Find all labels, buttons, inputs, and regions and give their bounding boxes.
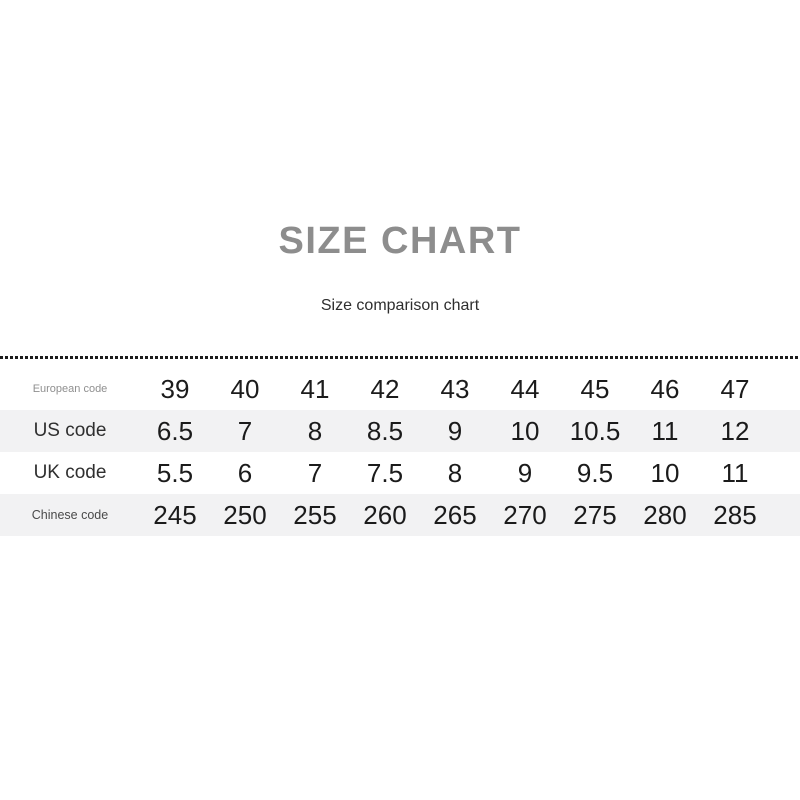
size-value-cell: 7.5 xyxy=(366,457,404,488)
row-label-chinese-code: Chinese code xyxy=(31,508,109,522)
size-value-cell: 265 xyxy=(433,499,477,530)
row-label-uk-code: UK code xyxy=(33,462,107,483)
size-row-uk: UK code 5.5 6 7 7.5 8 9 9.5 10 11 xyxy=(0,452,800,494)
size-value-cell: 260 xyxy=(363,499,407,530)
size-value-cell: 12 xyxy=(720,415,750,446)
page-subtitle: Size comparison chart xyxy=(320,297,480,314)
size-value-cell: 42 xyxy=(370,373,400,404)
row-label-us-code: US code xyxy=(33,420,107,441)
size-value-cell: 39 xyxy=(160,373,190,404)
size-value-cell: 10.5 xyxy=(569,415,621,446)
size-value-cell: 10 xyxy=(650,457,680,488)
size-value-cell: 250 xyxy=(223,499,267,530)
size-row-us: US code 6.5 7 8 8.5 9 10 10.5 11 12 xyxy=(0,410,800,452)
size-value-cell: 46 xyxy=(650,373,680,404)
size-value-cell: 44 xyxy=(510,373,540,404)
size-value-cell: 10 xyxy=(510,415,540,446)
page-title: SIZE CHART xyxy=(278,220,522,262)
size-value-cell: 47 xyxy=(720,373,750,404)
size-value-cell: 9 xyxy=(447,415,463,446)
size-value-cell: 285 xyxy=(713,499,757,530)
size-value-cell: 9 xyxy=(517,457,533,488)
size-value-cell: 11 xyxy=(721,457,749,488)
size-value-cell: 270 xyxy=(503,499,547,530)
size-value-cell: 7 xyxy=(237,415,253,446)
size-value-cell: 8.5 xyxy=(366,415,404,446)
size-value-cell: 6 xyxy=(237,457,253,488)
size-value-cell: 245 xyxy=(153,499,197,530)
size-value-cell: 275 xyxy=(573,499,617,530)
size-comparison-table: European code 39 40 41 42 43 44 45 46 47… xyxy=(0,368,800,536)
size-value-cell: 6.5 xyxy=(156,415,194,446)
size-value-cell: 280 xyxy=(643,499,687,530)
size-row-chinese: Chinese code 245 250 255 260 265 270 275… xyxy=(0,494,800,536)
size-value-cell: 41 xyxy=(300,373,330,404)
size-value-cell: 7 xyxy=(307,457,323,488)
size-value-cell: 8 xyxy=(307,415,323,446)
size-value-cell: 40 xyxy=(230,373,260,404)
size-value-cell: 255 xyxy=(293,499,337,530)
dashed-divider xyxy=(0,356,800,359)
size-value-cell: 5.5 xyxy=(156,457,194,488)
size-value-cell: 11 xyxy=(651,415,679,446)
size-value-cell: 9.5 xyxy=(576,457,614,488)
row-label-european-code: European code xyxy=(32,383,108,395)
size-value-cell: 8 xyxy=(447,457,463,488)
size-value-cell: 43 xyxy=(440,373,470,404)
size-value-cell: 45 xyxy=(580,373,610,404)
size-row-european: European code 39 40 41 42 43 44 45 46 47 xyxy=(0,368,800,410)
